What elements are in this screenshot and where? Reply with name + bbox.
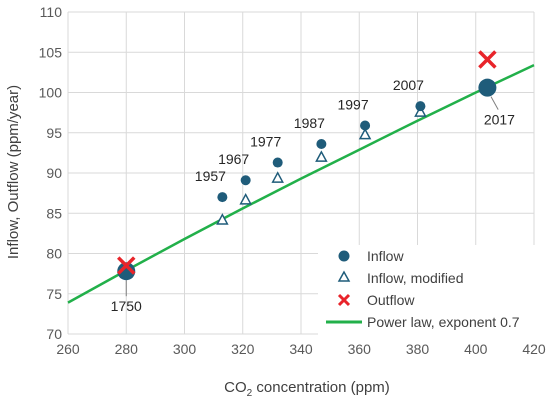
legend-outflow-stroke-b [337, 293, 351, 307]
x-tick-label-320: 320 [231, 341, 255, 357]
outflow-point-1 [478, 50, 497, 69]
outflow-point-0-stroke-b [117, 256, 136, 275]
leader-lines [125, 96, 499, 297]
inflow-point-4 [316, 139, 327, 150]
year-label-2007: 2007 [393, 77, 424, 93]
power-law-line [67, 63, 535, 304]
inflow-point-2 [240, 175, 251, 186]
x-axis-title: CO2 concentration (ppm) [224, 379, 390, 399]
legend-inflow-marker [338, 250, 350, 262]
legend-outflow-label: Outflow [367, 292, 415, 308]
y-tick-label-105: 105 [39, 44, 63, 60]
modified-inflow-point-4 [358, 127, 372, 140]
y-tick-label-75: 75 [46, 286, 62, 302]
year-label-1957: 1957 [195, 168, 226, 184]
y-tick-label-110: 110 [40, 4, 63, 20]
inflow-point-7 [478, 78, 497, 97]
year-label-1750: 1750 [111, 298, 142, 314]
year-label-1997: 1997 [337, 97, 368, 113]
y-tick-label-90: 90 [46, 165, 62, 181]
legend: Inflow Inflow, modified Outflow Power la… [318, 245, 536, 337]
x-axis-title-main: CO [224, 379, 247, 396]
outflow-point-1-stroke-b [478, 50, 497, 69]
year-label-1987: 1987 [294, 115, 325, 131]
data-marks [117, 50, 497, 281]
grid-layer [67, 11, 535, 335]
inflow-point-0 [117, 262, 136, 281]
tick-labels: 70 75 80 85 90 95 100 105 110 260 280 300 320 340 360 3… [39, 4, 546, 357]
y-tick-label-80: 80 [46, 246, 62, 262]
modified-inflow-point-0 [216, 213, 229, 225]
year-label-2017: 2017 [484, 112, 515, 128]
x-tick-label-300: 300 [173, 341, 197, 357]
y-tick-label-100: 100 [39, 85, 63, 101]
year-label-1967: 1967 [218, 151, 249, 167]
modified-inflow-point-2 [271, 171, 284, 183]
inflow-point-1 [217, 192, 228, 203]
x-tick-label-360: 360 [348, 341, 372, 357]
x-tick-label-400: 400 [464, 341, 488, 357]
x-tick-label-280: 280 [115, 341, 139, 357]
modified-inflow-point-1 [239, 192, 252, 205]
legend-inflow-label: Inflow [367, 248, 404, 264]
y-tick-label-70: 70 [46, 326, 62, 342]
legend-outflow-marker [337, 293, 351, 307]
inflow-point-5 [360, 120, 371, 131]
x-axis-title-subscript: 2 [247, 388, 253, 399]
power-law-line-layer [67, 63, 535, 304]
x-tick-label-380: 380 [406, 341, 430, 357]
modified-inflow-point-3 [315, 150, 328, 162]
modified-inflow-point-5 [414, 105, 427, 117]
inflow-point-6 [415, 101, 426, 112]
y-axis-title: Inflow, Outflow (ppm/year) [5, 85, 22, 259]
x-tick-label-260: 260 [56, 341, 80, 357]
inflow-point-3 [272, 157, 283, 168]
outflow-point-0 [117, 256, 136, 275]
x-tick-label-340: 340 [289, 341, 313, 357]
year-label-1977: 1977 [250, 134, 281, 150]
x-axis-title-rest: concentration (ppm) [252, 379, 390, 396]
leader-line-2017 [490, 96, 499, 110]
legend-modified-label: Inflow, modified [367, 270, 464, 286]
legend-modified-marker [337, 270, 351, 282]
y-tick-label-95: 95 [46, 125, 62, 141]
legend-power-law-label: Power law, exponent 0.7 [367, 314, 520, 330]
y-tick-label-85: 85 [46, 205, 62, 221]
x-tick-label-420: 420 [522, 341, 546, 357]
